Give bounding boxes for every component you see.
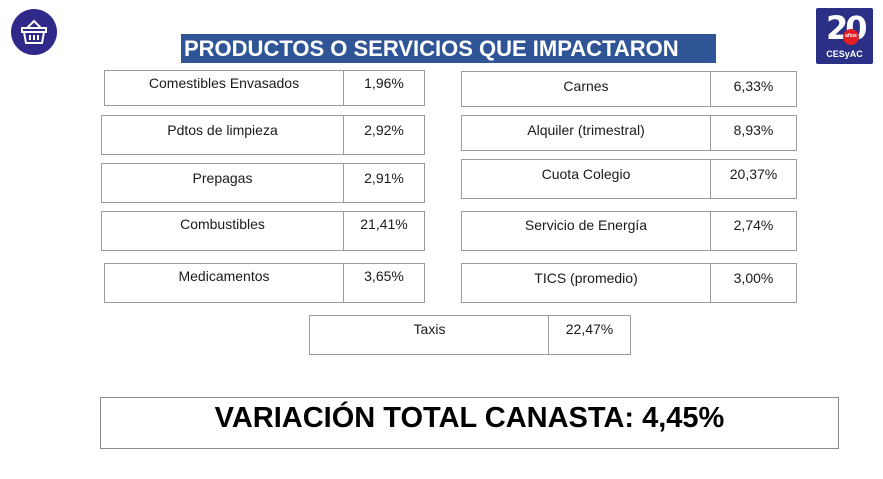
- item-value: 21,41%: [343, 211, 425, 251]
- item-value: 3,00%: [710, 263, 797, 303]
- item-label: Pdtos de limpieza: [101, 115, 344, 155]
- item-value: 22,47%: [548, 315, 631, 355]
- item-value: 3,65%: [343, 263, 425, 303]
- item-label: Prepagas: [101, 163, 344, 203]
- item-label: Medicamentos: [104, 263, 344, 303]
- item-label: Cuota Colegio: [461, 159, 711, 199]
- cesyac-logo: 20 años CESyAC: [816, 8, 873, 64]
- item-label: Servicio de Energía: [461, 211, 711, 251]
- item-value: 2,92%: [343, 115, 425, 155]
- brand-name: CESyAC: [826, 49, 863, 59]
- basket-logo: [11, 9, 57, 55]
- item-value: 20,37%: [710, 159, 797, 199]
- item-value: 2,74%: [710, 211, 797, 251]
- brand-badge: [843, 29, 859, 45]
- brand-badge-text: años: [845, 33, 857, 39]
- page-title: PRODUCTOS O SERVICIOS QUE IMPACTARON: [181, 34, 716, 63]
- item-value: 1,96%: [343, 70, 425, 106]
- item-label: Comestibles Envasados: [104, 70, 344, 106]
- item-label: Alquiler (trimestral): [461, 115, 711, 151]
- item-label: Combustibles: [101, 211, 344, 251]
- shopping-basket-icon: [21, 19, 47, 44]
- total-variation-banner: VARIACIÓN TOTAL CANASTA: 4,45%: [100, 397, 839, 449]
- item-label: TICS (promedio): [461, 263, 711, 303]
- item-value: 6,33%: [710, 71, 797, 107]
- item-label: Taxis: [309, 315, 550, 355]
- item-label: Carnes: [461, 71, 711, 107]
- item-value: 8,93%: [710, 115, 797, 151]
- item-value: 2,91%: [343, 163, 425, 203]
